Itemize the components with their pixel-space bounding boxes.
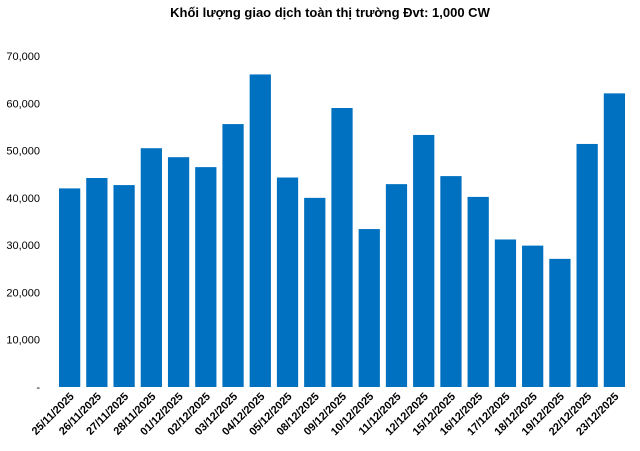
y-tick-label: 20,000 [6, 287, 40, 299]
x-axis: 25/11/202526/11/202527/11/202528/11/2025… [30, 391, 622, 438]
bar [358, 229, 380, 387]
bar [304, 197, 326, 387]
bar [86, 178, 108, 387]
chart-title: Khối lượng giao dịch toàn thị trường Đvt… [170, 5, 490, 20]
y-axis: - 10,000 20,000 30,000 40,000 50,000 60,000 70,… [6, 51, 40, 394]
bar [222, 124, 244, 387]
bar [549, 258, 571, 387]
y-tick-label: 10,000 [6, 335, 40, 347]
y-tick-label: 40,000 [6, 193, 40, 205]
bar [603, 93, 626, 388]
bar [113, 185, 135, 387]
y-tick-label: 70,000 [6, 51, 40, 63]
bar [140, 148, 162, 387]
bar [59, 188, 81, 387]
y-tick-label: - [36, 382, 40, 394]
bar [440, 176, 462, 387]
bar [276, 177, 299, 387]
bar [413, 134, 435, 387]
y-tick-label: 50,000 [6, 146, 40, 158]
bar [167, 157, 190, 387]
y-tick-label: 60,000 [6, 98, 40, 110]
bar [331, 108, 353, 387]
bar [385, 184, 408, 387]
bar [576, 143, 598, 387]
bar [467, 196, 489, 387]
bar [195, 167, 217, 387]
bar [522, 245, 544, 387]
bars [59, 74, 626, 388]
y-tick-label: 30,000 [6, 240, 40, 252]
bar [494, 239, 517, 387]
bar [249, 74, 271, 387]
